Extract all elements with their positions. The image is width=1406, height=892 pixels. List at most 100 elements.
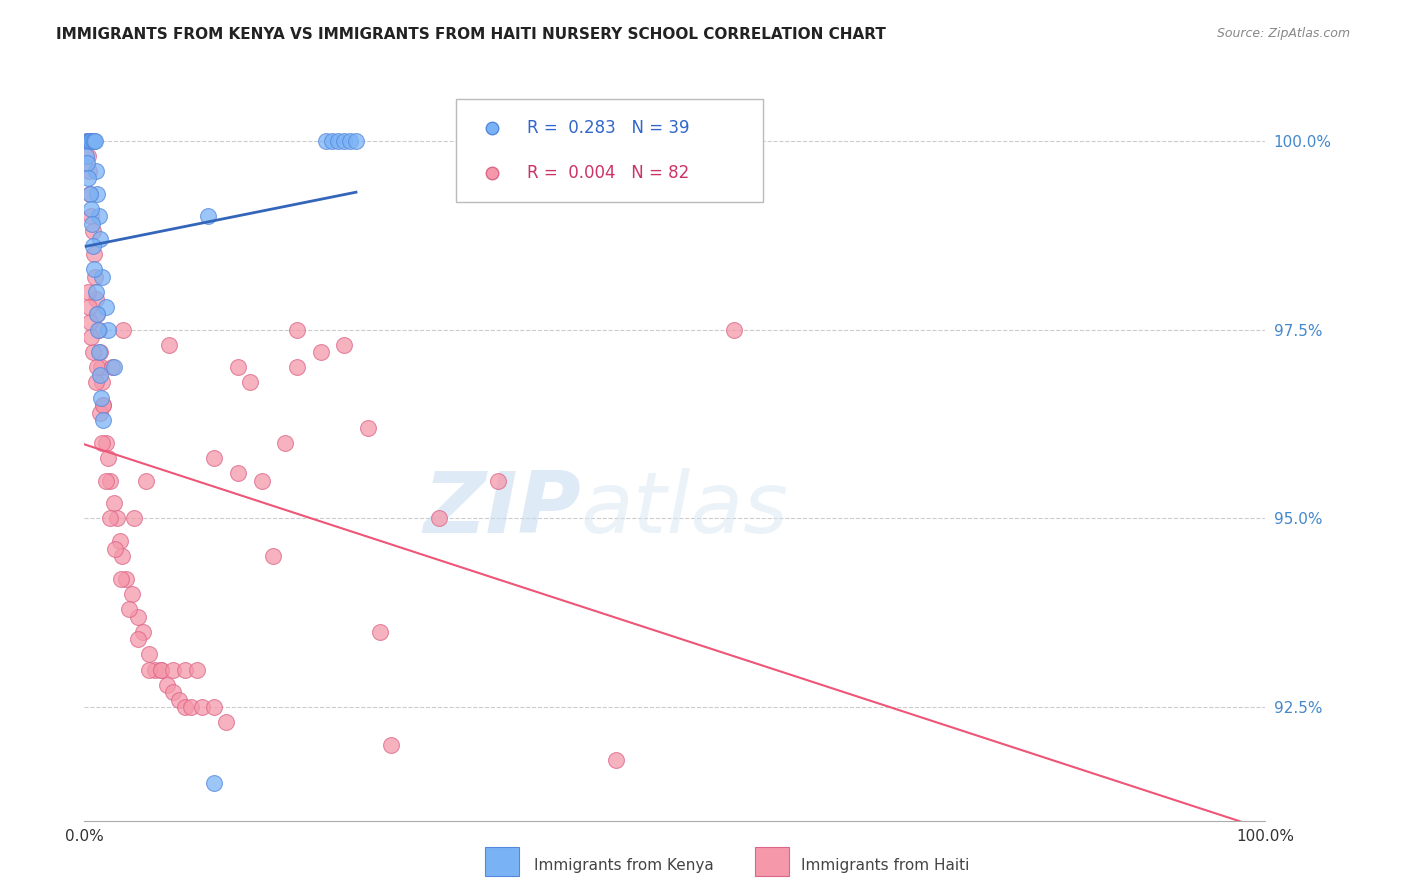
Point [180,700,202,714]
Point [173,663,195,677]
Point [84,269,107,284]
Point [150,663,173,677]
Point [104,541,127,556]
Bar [755,847,789,876]
Point [77,149,100,163]
Point [162,685,184,699]
Text: ZIP: ZIP [423,468,581,551]
Bar [485,847,519,876]
Point [86,360,108,375]
Point [79,186,101,201]
Point [76,134,98,148]
Point [87,322,110,336]
Point [90,391,112,405]
Point [605,753,627,767]
Point [98,474,121,488]
Text: R =  0.004   N = 82: R = 0.004 N = 82 [527,164,689,183]
Point [86,308,108,322]
Point [111,549,134,564]
Point [108,534,131,549]
Point [321,134,343,148]
Point [262,549,284,564]
Point [79,315,101,329]
Point [156,678,179,692]
Point [91,398,114,412]
Point [77,300,100,314]
Point [89,232,111,246]
Point [135,474,157,488]
Point [121,587,143,601]
Point [723,322,745,336]
Point [94,436,117,450]
Point [110,572,132,586]
Point [91,269,114,284]
Point [87,345,111,359]
Point [143,663,166,677]
Point [84,293,107,307]
Point [77,134,100,148]
Point [91,376,114,390]
Point [87,209,110,223]
FancyBboxPatch shape [457,99,763,202]
Point [87,322,110,336]
Point [80,134,103,148]
Point [150,663,173,677]
Point [127,632,149,647]
Point [83,247,105,261]
Point [80,209,103,223]
Point [80,202,103,216]
Point [97,322,120,336]
Point [89,406,111,420]
Point [77,134,100,148]
Point [82,134,104,148]
Point [239,376,262,390]
Point [90,360,112,375]
Point [86,186,108,201]
Point [486,474,509,488]
Point [309,345,332,359]
Text: R =  0.283   N = 39: R = 0.283 N = 39 [527,119,690,136]
Point [75,149,97,163]
Point [285,360,308,375]
Point [328,134,350,148]
Point [89,345,111,359]
Point [91,413,114,427]
Text: Source: ZipAtlas.com: Source: ZipAtlas.com [1216,27,1350,40]
Point [157,337,180,351]
Point [333,337,356,351]
Point [315,134,337,148]
Point [138,663,160,677]
Point [82,239,104,253]
Point [82,224,104,238]
Point [127,609,149,624]
Point [83,134,105,148]
Point [91,398,114,412]
Point [112,322,135,336]
Point [186,663,208,677]
Point [202,776,225,790]
Point [202,450,225,465]
Text: atlas: atlas [581,468,789,551]
Point [84,376,107,390]
Point [83,262,105,277]
Point [138,648,160,662]
Point [76,156,98,170]
Point [427,511,450,525]
Point [82,345,104,359]
Point [215,715,238,730]
Point [191,700,214,714]
Point [202,700,225,714]
Point [77,171,100,186]
Point [226,360,249,375]
Text: Immigrants from Haiti: Immigrants from Haiti [801,858,970,872]
Point [103,496,125,510]
Point [80,330,103,344]
Point [97,450,120,465]
Point [84,164,107,178]
Point [107,511,129,525]
Point [173,700,195,714]
Point [197,209,219,223]
Point [79,186,101,201]
Point [339,134,361,148]
Point [162,663,184,677]
